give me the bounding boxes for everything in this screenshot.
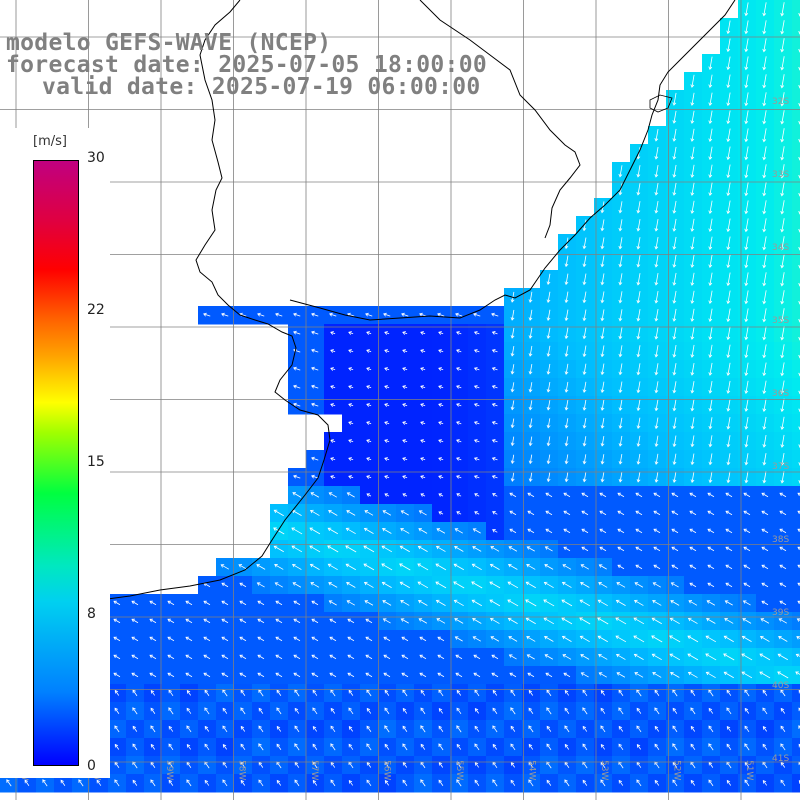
colorbar-tick: 30 [87,150,105,166]
longitude-label: 54W [527,760,537,780]
valid-date: valid date: 2025-07-19 06:00:00 [42,74,481,100]
longitude-label: 58W [237,760,247,780]
wind-arrows [5,2,800,787]
latitude-label: 37S [772,462,789,472]
coastline-east [289,0,736,321]
bay-inlet [649,94,673,113]
latitude-label: 40S [772,681,789,691]
longitude-label: 53W [599,760,609,780]
longitude-label: 59W [164,760,174,780]
coastline [0,0,331,618]
longitude-label: 51W [744,760,754,780]
colorbar-tick: 22 [87,302,105,318]
colorbar-tick: 15 [87,454,105,470]
longitude-label: 52W [672,760,682,780]
colorbar-gradient [33,160,79,766]
latitude-label: 39S [772,608,789,618]
latitude-label: 32S [772,97,789,107]
longitude-label: 55W [454,760,464,780]
colorbar-unit: [m/s] [33,134,67,149]
latitude-label: 33S [772,170,789,180]
river-border [419,0,581,239]
longitude-label: 57W [309,760,319,780]
colorbar-tick: 8 [87,606,96,622]
colorbar-tick: 0 [87,758,96,774]
latitude-label: 36S [772,389,789,399]
colorbar: [m/s] 30 22 15 8 0 [0,128,110,778]
latitude-label: 38S [772,535,789,545]
forecast-date: forecast date: 2025-07-05 18:00:00 [6,52,488,78]
latitude-label: 35S [772,316,789,326]
longitude-label: 56W [382,760,392,780]
model-title: modelo GEFS-WAVE (NCEP) [6,30,332,56]
latitude-label: 41S [772,754,789,764]
latitude-label: 34S [772,243,789,253]
